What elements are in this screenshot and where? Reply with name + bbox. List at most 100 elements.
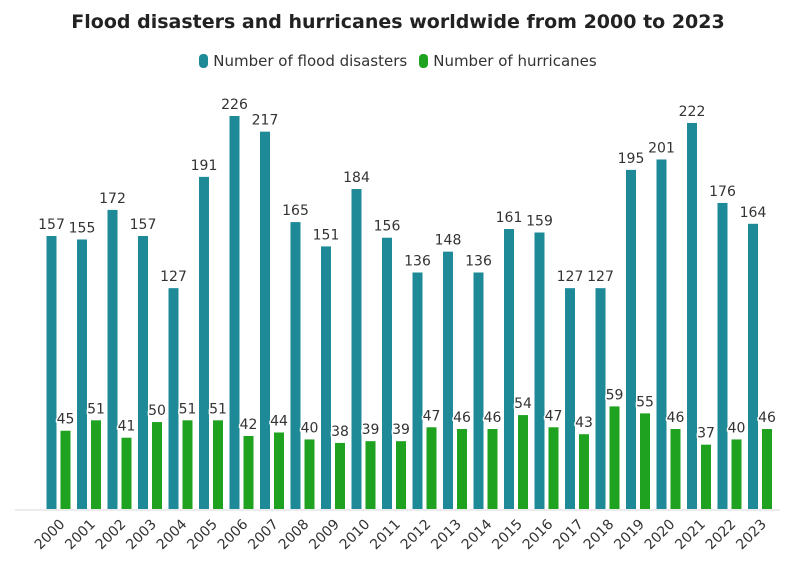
- bar-hurricane-2005[interactable]: [213, 420, 223, 509]
- x-tick-label-2018: 2018: [581, 517, 618, 554]
- bar-flood-2013[interactable]: [443, 251, 453, 510]
- bar-hurricane-2017[interactable]: [579, 434, 589, 509]
- bar-flood-2005[interactable]: [199, 176, 209, 509]
- bar-flood-2004[interactable]: [168, 288, 179, 509]
- bar-hurricane-2000[interactable]: [60, 430, 71, 509]
- data-label-hurricane-2007: 44: [270, 413, 288, 429]
- bar-hurricane-2022[interactable]: [731, 439, 742, 509]
- bar-hurricane-2021[interactable]: [701, 444, 711, 509]
- legend-label-floods: Number of flood disasters: [213, 52, 408, 70]
- x-tick-label-2013: 2013: [428, 517, 465, 554]
- bar-flood-2021[interactable]: [687, 122, 697, 509]
- bar-flood-2010[interactable]: [351, 189, 362, 509]
- bar-hurricane-2011[interactable]: [396, 441, 406, 509]
- bar-hurricane-2006[interactable]: [243, 435, 254, 509]
- bar-flood-2015[interactable]: [504, 229, 514, 509]
- bar-flood-2020[interactable]: [656, 159, 667, 509]
- legend-swatch-hurricanes: [419, 54, 429, 68]
- data-label-flood-2011: 156: [374, 219, 401, 235]
- data-label-hurricane-2022: 40: [728, 420, 746, 436]
- data-label-flood-2017: 127: [557, 269, 584, 285]
- bar-flood-2009[interactable]: [321, 246, 331, 509]
- data-label-flood-2020: 201: [648, 140, 675, 156]
- bar-hurricane-2010[interactable]: [365, 441, 376, 509]
- bar-flood-2022[interactable]: [717, 202, 728, 509]
- legend-item-hurricanes[interactable]: Number of hurricanes: [419, 52, 597, 70]
- bar-hurricane-2012[interactable]: [426, 427, 437, 509]
- x-tick-label-2019: 2019: [611, 517, 648, 554]
- x-tick-label-2006: 2006: [215, 516, 252, 553]
- data-label-flood-2012: 136: [404, 254, 431, 270]
- data-label-flood-2023: 164: [740, 205, 767, 221]
- x-tick-label-2015: 2015: [489, 517, 526, 554]
- data-label-flood-2016: 159: [526, 214, 553, 230]
- x-tick-label-2008: 2008: [276, 517, 313, 554]
- bar-hurricane-2015[interactable]: [518, 415, 528, 509]
- bar-flood-2000[interactable]: [46, 235, 57, 509]
- data-label-hurricane-2017: 43: [575, 415, 593, 431]
- x-tick-label-2004: 2004: [154, 516, 191, 553]
- data-label-hurricane-2008: 40: [301, 420, 319, 436]
- data-label-hurricane-2015: 54: [514, 396, 532, 412]
- bar-hurricane-2001[interactable]: [91, 420, 101, 509]
- data-label-flood-2008: 165: [282, 203, 309, 219]
- data-label-flood-2001: 155: [69, 220, 96, 236]
- data-label-flood-2019: 195: [618, 151, 645, 167]
- bar-hurricane-2016[interactable]: [548, 427, 559, 509]
- bar-hurricane-2019[interactable]: [640, 413, 650, 509]
- bar-hurricane-2018[interactable]: [609, 406, 620, 509]
- bar-hurricane-2023[interactable]: [762, 429, 772, 509]
- bar-flood-2011[interactable]: [382, 237, 392, 510]
- x-tick-label-2017: 2017: [550, 517, 587, 554]
- bar-hurricane-2013[interactable]: [457, 429, 467, 509]
- bar-flood-2023[interactable]: [748, 223, 758, 510]
- bar-hurricane-2014[interactable]: [487, 429, 498, 509]
- x-tick-label-2014: 2014: [459, 516, 496, 553]
- bar-flood-2008[interactable]: [290, 222, 301, 509]
- data-label-hurricane-2023: 46: [758, 410, 776, 426]
- data-label-hurricane-2003: 50: [148, 403, 166, 419]
- data-label-hurricane-2016: 47: [545, 408, 563, 424]
- data-label-flood-2005: 191: [191, 158, 218, 174]
- bar-flood-2012[interactable]: [412, 272, 423, 509]
- chart-title: Flood disasters and hurricanes worldwide…: [71, 11, 725, 33]
- x-tick-label-2023: 2023: [733, 517, 770, 554]
- legend-label-hurricanes: Number of hurricanes: [433, 52, 597, 70]
- bar-hurricane-2009[interactable]: [335, 442, 345, 509]
- bar-flood-2018[interactable]: [595, 288, 606, 509]
- data-label-hurricane-2012: 47: [423, 408, 441, 424]
- data-label-hurricane-2013: 46: [453, 410, 471, 426]
- bar-flood-2017[interactable]: [565, 288, 575, 509]
- legend-swatch-floods: [199, 54, 209, 68]
- bar-flood-2019[interactable]: [626, 169, 636, 509]
- data-label-flood-2022: 176: [709, 184, 736, 200]
- bar-hurricane-2003[interactable]: [152, 422, 162, 509]
- bar-hurricane-2008[interactable]: [304, 439, 315, 509]
- data-label-flood-2013: 148: [435, 233, 462, 249]
- data-label-flood-2003: 157: [130, 217, 157, 233]
- x-tick-label-2022: 2022: [703, 517, 740, 554]
- legend-item-floods[interactable]: Number of flood disasters: [199, 52, 407, 70]
- data-label-hurricane-2004: 51: [179, 401, 197, 417]
- bar-flood-2002[interactable]: [107, 209, 118, 509]
- data-label-hurricane-2001: 51: [87, 401, 105, 417]
- x-tick-label-2021: 2021: [672, 517, 709, 554]
- bar-flood-2014[interactable]: [473, 272, 484, 509]
- data-label-hurricane-2018: 59: [606, 387, 624, 403]
- x-tick-label-2000: 2000: [32, 517, 69, 554]
- bar-flood-2001[interactable]: [77, 239, 87, 509]
- data-label-hurricane-2002: 41: [118, 419, 136, 435]
- bar-hurricane-2007[interactable]: [274, 432, 284, 509]
- legend: Number of flood disasters Number of hurr…: [0, 52, 796, 70]
- bar-hurricane-2004[interactable]: [182, 420, 193, 509]
- bar-flood-2016[interactable]: [534, 232, 545, 509]
- bar-hurricane-2020[interactable]: [670, 429, 681, 509]
- bar-flood-2006[interactable]: [229, 116, 240, 509]
- x-tick-label-2010: 2010: [337, 517, 374, 554]
- bar-flood-2007[interactable]: [260, 131, 270, 509]
- bar-flood-2003[interactable]: [138, 235, 148, 509]
- bar-hurricane-2002[interactable]: [121, 437, 132, 509]
- data-label-flood-2018: 127: [587, 269, 614, 285]
- data-label-hurricane-2021: 37: [697, 426, 715, 442]
